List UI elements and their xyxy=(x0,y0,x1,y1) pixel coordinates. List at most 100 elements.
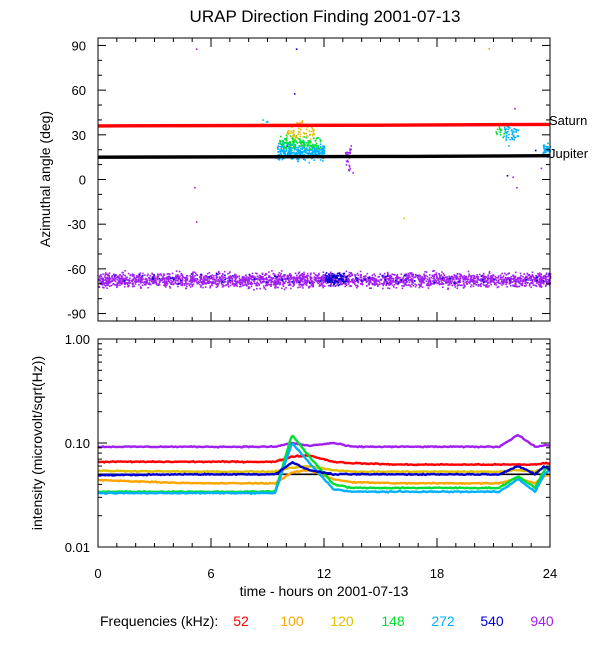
azimuth-y-axis-label: Azimuthal angle (deg) xyxy=(37,111,53,247)
data-point xyxy=(533,278,536,280)
data-point xyxy=(315,148,317,150)
data-point xyxy=(224,281,227,283)
data-point xyxy=(121,275,123,277)
data-point xyxy=(293,280,295,282)
data-point xyxy=(498,126,501,128)
data-point xyxy=(324,285,326,287)
data-point xyxy=(444,276,447,278)
data-point xyxy=(310,279,312,282)
data-point xyxy=(192,273,194,275)
data-point xyxy=(463,276,466,279)
data-point xyxy=(340,283,342,286)
data-point xyxy=(462,279,464,281)
data-point xyxy=(288,145,290,148)
data-point xyxy=(318,280,321,283)
data-point xyxy=(375,278,377,280)
data-point xyxy=(540,279,542,281)
data-point xyxy=(209,275,212,277)
data-point xyxy=(510,129,513,132)
data-point xyxy=(299,277,301,279)
data-point xyxy=(346,153,348,156)
data-point xyxy=(502,275,505,277)
data-point xyxy=(367,276,369,279)
data-point xyxy=(285,141,288,144)
data-point xyxy=(251,276,254,278)
data-point xyxy=(542,152,545,155)
data-point xyxy=(313,272,315,274)
data-point xyxy=(234,279,236,282)
data-point xyxy=(437,279,440,281)
data-point xyxy=(274,277,277,280)
data-point xyxy=(544,278,547,281)
data-point xyxy=(322,160,324,162)
data-point xyxy=(297,152,300,155)
data-point xyxy=(382,283,385,285)
data-point xyxy=(303,143,305,145)
data-point xyxy=(111,275,113,278)
data-point xyxy=(131,279,134,281)
data-point xyxy=(300,284,303,287)
data-point xyxy=(517,135,520,137)
data-point xyxy=(477,276,480,278)
data-point xyxy=(250,285,253,288)
data-point xyxy=(145,280,147,283)
data-point xyxy=(348,274,351,276)
data-point xyxy=(114,275,116,277)
data-point xyxy=(280,143,283,146)
data-point xyxy=(107,278,110,280)
data-point xyxy=(328,279,330,281)
data-point xyxy=(274,287,276,289)
data-point xyxy=(500,129,503,131)
data-point xyxy=(518,285,521,288)
data-point xyxy=(322,274,325,276)
data-point xyxy=(524,279,526,282)
data-point xyxy=(502,136,504,139)
data-point xyxy=(221,275,223,277)
data-point xyxy=(245,274,247,276)
data-point xyxy=(305,283,307,286)
data-point xyxy=(524,285,527,287)
data-point xyxy=(466,283,468,285)
data-point xyxy=(439,283,442,285)
data-point xyxy=(265,283,268,285)
data-point xyxy=(311,133,314,136)
data-point xyxy=(176,283,178,285)
data-point xyxy=(166,283,169,285)
data-point xyxy=(302,151,304,153)
data-point xyxy=(301,285,304,287)
data-point xyxy=(248,287,251,289)
data-point xyxy=(100,274,102,276)
data-point xyxy=(467,276,470,278)
data-point xyxy=(419,280,422,282)
data-point xyxy=(500,276,503,279)
data-point xyxy=(293,130,295,133)
data-point xyxy=(308,280,311,283)
data-point xyxy=(179,275,181,277)
data-point xyxy=(278,275,281,278)
data-point xyxy=(430,276,432,279)
data-point xyxy=(266,284,269,287)
data-point xyxy=(284,278,286,280)
data-point xyxy=(126,283,129,285)
data-point xyxy=(344,280,347,283)
data-point xyxy=(483,276,485,279)
data-point xyxy=(216,280,219,282)
data-point xyxy=(300,279,302,282)
data-point xyxy=(322,145,324,147)
data-point xyxy=(208,280,210,282)
data-point xyxy=(175,279,178,282)
data-point xyxy=(339,279,341,282)
data-point xyxy=(354,280,357,283)
data-point xyxy=(124,269,126,272)
data-point xyxy=(290,152,293,154)
data-point xyxy=(390,276,392,279)
data-point xyxy=(139,285,142,288)
data-point xyxy=(122,280,125,283)
data-point xyxy=(171,272,174,275)
data-point xyxy=(539,275,541,277)
data-point xyxy=(449,276,452,279)
data-point xyxy=(520,280,523,282)
data-point xyxy=(224,278,226,281)
data-point xyxy=(113,279,116,282)
data-point xyxy=(317,275,319,278)
